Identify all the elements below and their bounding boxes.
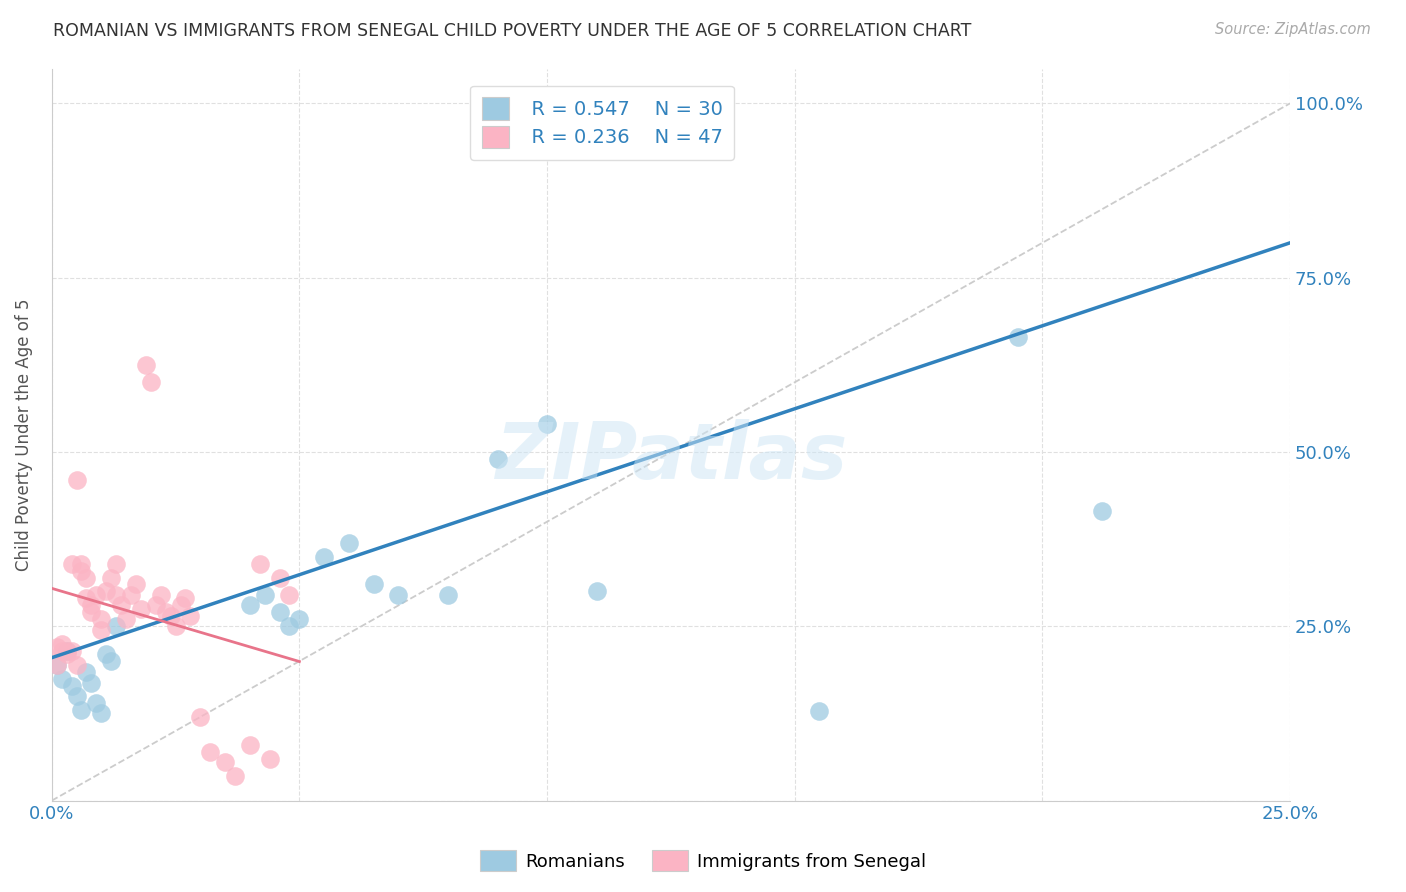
Point [86,588,108,602]
Text: ZIPatlas: ZIPatlas [495,418,846,494]
Point [70,564,93,578]
Point [174,591,197,606]
Point [159,608,181,623]
Point [259,752,281,766]
Point [55,643,77,657]
Point [75,665,97,679]
Point [65,473,87,487]
Point [100,654,122,668]
Point [45,640,67,655]
Point [60,557,83,571]
Text: Source: ZipAtlas.com: Source: ZipAtlas.com [1215,22,1371,37]
Point [188,710,211,724]
Point [249,557,271,571]
Point [269,606,291,620]
Point [1091,504,1114,518]
Point [80,676,103,690]
Point [224,769,246,783]
Point [314,549,336,564]
Point [1007,330,1029,344]
Point [363,577,385,591]
Point [51,672,73,686]
Point [585,584,607,599]
Point [269,570,291,584]
Point [70,703,93,717]
Point [60,643,83,657]
Point [337,535,360,549]
Point [155,606,177,620]
Point [90,623,112,637]
Point [55,643,77,657]
Point [86,696,108,710]
Point [51,643,73,657]
Point [110,599,132,613]
Point [90,706,112,721]
Point [145,599,167,613]
Point [685,124,707,138]
Y-axis label: Child Poverty Under the Age of 5: Child Poverty Under the Age of 5 [15,298,32,571]
Point [278,588,301,602]
Point [536,417,558,431]
Point [120,588,142,602]
Point [45,657,67,672]
Point [45,657,67,672]
Point [80,606,103,620]
Point [105,588,128,602]
Point [75,591,97,606]
Point [105,619,128,633]
Point [70,557,93,571]
Point [278,619,301,633]
Point [149,588,172,602]
Point [486,452,509,467]
Text: ROMANIAN VS IMMIGRANTS FROM SENEGAL CHILD POVERTY UNDER THE AGE OF 5 CORRELATION: ROMANIAN VS IMMIGRANTS FROM SENEGAL CHIL… [53,22,972,40]
Point [96,647,118,661]
Legend: Romanians, Immigrants from Senegal: Romanians, Immigrants from Senegal [472,843,934,879]
Point [65,657,87,672]
Point [125,577,148,591]
Point [437,588,460,602]
Point [90,612,112,626]
Point [139,376,162,390]
Point [65,689,87,703]
Point [253,588,276,602]
Point [51,637,73,651]
Point [387,588,409,602]
Point [288,612,311,626]
Point [214,756,236,770]
Point [60,679,83,693]
Point [169,599,191,613]
Point [239,738,262,752]
Point [75,570,97,584]
Point [200,745,222,759]
Point [105,557,128,571]
Point [115,612,138,626]
Point [80,599,103,613]
Point [55,647,77,661]
Point [179,608,201,623]
Point [100,570,122,584]
Point [808,705,831,719]
Point [165,619,187,633]
Point [135,358,157,372]
Point [239,599,262,613]
Point [96,584,118,599]
Point [129,602,152,616]
Legend:   R = 0.547    N = 30,   R = 0.236    N = 47: R = 0.547 N = 30, R = 0.236 N = 47 [470,86,734,160]
